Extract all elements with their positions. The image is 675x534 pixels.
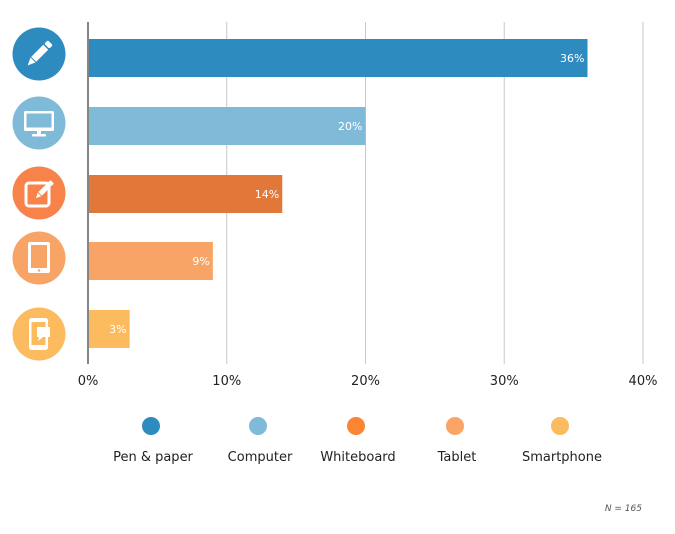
x-tick-label: 20% xyxy=(351,374,380,389)
legend-swatch xyxy=(249,417,267,435)
bar-smartphone xyxy=(89,310,130,348)
sample-size-note: N = 165 xyxy=(605,504,642,514)
data-label: 20% xyxy=(338,120,362,133)
legend-swatch xyxy=(142,417,160,435)
pencil-icon xyxy=(27,40,53,66)
bar-pen-paper xyxy=(89,39,588,77)
data-label: 36% xyxy=(560,52,584,65)
x-tick-label: 10% xyxy=(212,374,241,389)
smartphone-chat-icon xyxy=(29,318,50,350)
legend-label: Smartphone xyxy=(522,450,602,465)
legend-swatch xyxy=(446,417,464,435)
tablet-icon xyxy=(28,242,50,273)
data-label: 14% xyxy=(255,188,279,201)
legend-label: Computer xyxy=(228,450,293,465)
data-label: 9% xyxy=(192,255,209,268)
edit-square-icon xyxy=(24,180,54,208)
legend-label: Tablet xyxy=(437,450,477,465)
monitor-icon xyxy=(24,111,54,137)
bar-tablet xyxy=(89,242,213,280)
x-tick-label: 0% xyxy=(78,374,99,389)
legend-label: Whiteboard xyxy=(320,450,395,465)
legend-swatch xyxy=(551,417,569,435)
icon-circle xyxy=(12,166,66,220)
x-tick-label: 30% xyxy=(490,374,519,389)
bar-whiteboard xyxy=(89,175,283,213)
x-tick-label: 40% xyxy=(629,374,658,389)
bar-computer xyxy=(89,107,366,145)
legend-swatch xyxy=(347,417,365,435)
data-label: 3% xyxy=(109,323,126,336)
legend-label: Pen & paper xyxy=(113,450,193,465)
